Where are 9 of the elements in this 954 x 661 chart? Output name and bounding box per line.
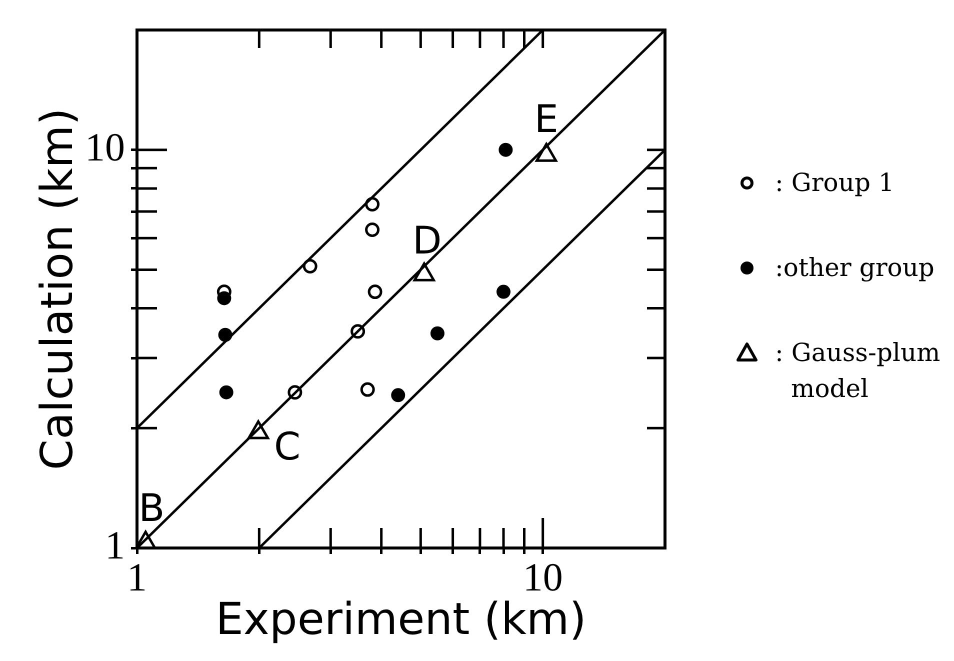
annotation: D (412, 218, 442, 262)
legend-label: : Group 1 (775, 167, 896, 199)
y-axis-title: Calculation (km) (32, 108, 83, 470)
legend-label: :other group (775, 252, 936, 284)
annotation: E (534, 96, 558, 141)
legend-label: : Gauss-plum model (775, 337, 942, 405)
annotation: B (138, 486, 165, 530)
x-axis-title: Experiment (km) (216, 594, 586, 646)
annotation: C (274, 424, 301, 468)
